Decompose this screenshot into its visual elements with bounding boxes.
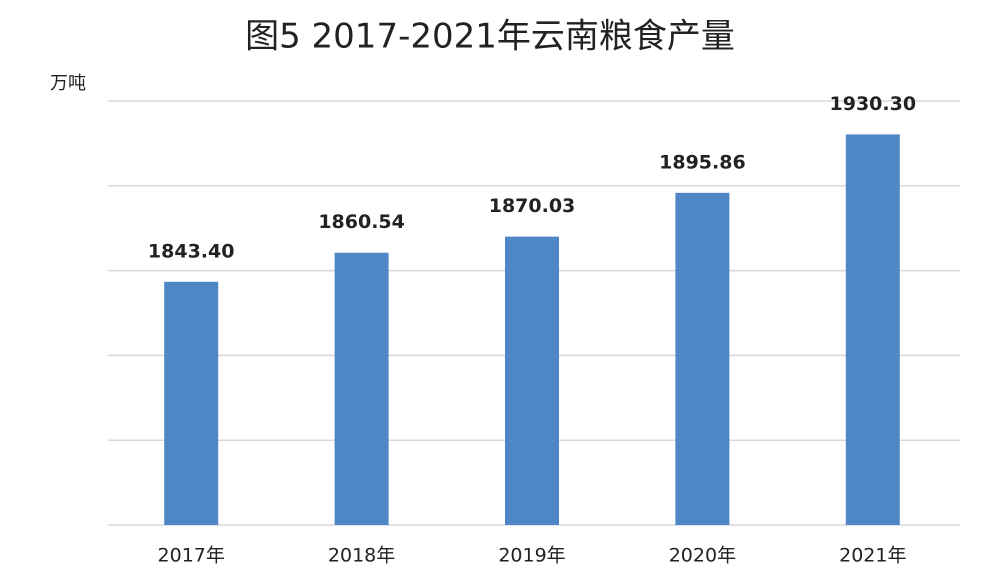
x-tick-label: 2021年 — [839, 545, 906, 567]
value-label: 1895.86 — [659, 151, 746, 173]
bar — [164, 281, 219, 525]
bar — [675, 192, 730, 525]
y-axis-label: 万吨 — [50, 73, 86, 94]
x-tick-label: 2019年 — [498, 545, 565, 567]
value-label: 1930.30 — [830, 93, 917, 115]
x-tick-label: 2017年 — [158, 545, 225, 567]
bar — [845, 134, 900, 525]
bar — [334, 252, 389, 525]
x-tick-label: 2020年 — [669, 545, 736, 567]
bar — [505, 236, 559, 525]
value-label: 1843.40 — [148, 240, 235, 262]
value-label: 1860.54 — [318, 211, 405, 233]
x-tick-label: 2018年 — [328, 545, 395, 567]
chart-title: 图5 2017-2021年云南粮食产量 — [245, 17, 735, 57]
value-label: 1870.03 — [489, 195, 576, 217]
